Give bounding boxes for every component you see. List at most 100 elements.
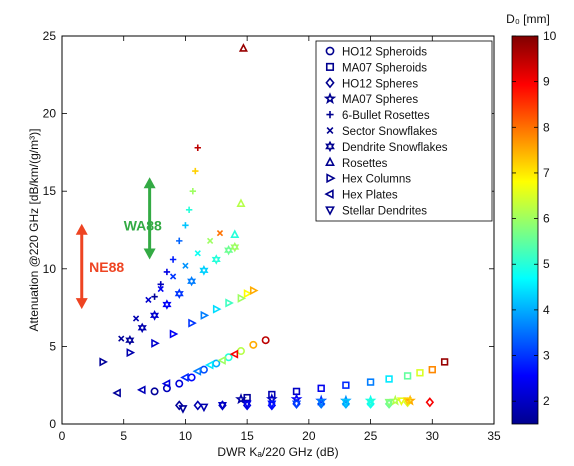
legend-marker <box>326 111 334 119</box>
legend: HO12 Spheroids MA07 Spheroids HO12 Spheres… <box>315 40 493 222</box>
data-point <box>242 400 252 410</box>
data-point <box>174 288 184 299</box>
data-point <box>163 268 171 276</box>
legend-label: Sector Snowflakes <box>342 126 437 138</box>
colorbar-tick-label: 2 <box>543 394 550 408</box>
data-point <box>169 256 177 263</box>
y-tick-label: 0 <box>49 417 56 431</box>
colorbar-tick-label: 9 <box>543 75 550 89</box>
data-point <box>199 403 209 413</box>
data-point <box>237 293 247 303</box>
data-point <box>366 398 376 408</box>
data-point <box>225 298 234 308</box>
data-point <box>178 405 188 414</box>
colorbar-tick-label: 5 <box>543 257 550 271</box>
data-point <box>403 372 412 380</box>
data-point <box>236 198 246 207</box>
data-point <box>192 167 199 175</box>
data-point <box>151 293 158 300</box>
data-point <box>180 372 189 382</box>
data-point <box>404 394 416 406</box>
data-point <box>169 329 179 339</box>
colorbar-tick-label: 7 <box>543 166 550 180</box>
data-point <box>428 365 436 374</box>
data-point <box>341 398 351 408</box>
legend-label: Rosettes <box>342 158 388 170</box>
data-point <box>149 310 160 321</box>
x-tick-label: 0 <box>59 429 66 443</box>
series-9 <box>112 349 239 398</box>
data-point <box>342 381 350 389</box>
x-tick-label: 5 <box>120 429 127 443</box>
data-point <box>187 275 197 287</box>
legend-box <box>315 40 493 222</box>
legend-label: HO12 Spheres <box>342 78 418 90</box>
data-point <box>229 349 239 359</box>
data-point <box>230 229 240 239</box>
data-point <box>316 398 326 408</box>
y-axis: 0 5 10 15 20 25 <box>43 29 494 431</box>
x-tick-label: 20 <box>302 429 316 443</box>
data-point <box>157 281 164 288</box>
colorbar-gradient <box>511 35 539 425</box>
data-point <box>235 392 247 405</box>
colorbar-tick-label: 10 <box>543 29 557 43</box>
annotation-arrowhead <box>143 248 156 260</box>
legend-marker <box>325 206 335 216</box>
data-point <box>125 334 135 346</box>
legend-label: Hex Columns <box>342 174 411 186</box>
data-point <box>217 402 227 411</box>
data-point <box>118 335 125 342</box>
data-point <box>212 304 222 314</box>
data-point <box>216 229 224 237</box>
colorbar-tick-label: 3 <box>543 349 550 363</box>
data-point <box>182 222 189 229</box>
data-point <box>151 338 160 348</box>
y-tick-label: 20 <box>43 107 57 121</box>
data-point <box>230 241 240 253</box>
data-point <box>384 398 394 408</box>
data-point <box>317 384 325 392</box>
legend-label: Dendrite Snowflakes <box>342 142 448 154</box>
colorbar-tick-label: 8 <box>543 120 550 134</box>
x-tick-label: 35 <box>487 429 501 443</box>
data-point <box>291 400 302 410</box>
legend-label: Hex Plates <box>342 190 398 202</box>
data-points <box>99 43 449 414</box>
data-point <box>112 388 121 398</box>
x-tick-label: 25 <box>364 429 378 443</box>
data-point <box>194 250 201 257</box>
data-point <box>261 336 270 345</box>
series-5 <box>118 229 224 342</box>
data-point <box>176 237 183 245</box>
y-tick-label: 25 <box>43 29 57 43</box>
legend-label: MA07 Spheroids <box>342 62 427 74</box>
data-point <box>150 387 159 396</box>
y-axis-label: Attenuation @220 GHz [dB/km/(g/m³)] <box>27 129 41 332</box>
data-point <box>267 400 277 410</box>
annotation-label: NE88 <box>89 259 124 275</box>
data-point <box>145 296 152 303</box>
data-point <box>199 265 209 276</box>
data-point <box>200 310 210 320</box>
series-4 <box>151 144 201 300</box>
legend-marker <box>325 62 335 71</box>
data-point <box>188 318 197 328</box>
data-point <box>137 322 147 334</box>
data-point <box>249 340 258 349</box>
legend-label: HO12 Spheroids <box>342 47 427 59</box>
data-point <box>132 315 140 322</box>
colorbar-tick-label: 4 <box>543 303 550 317</box>
annotation-arrowhead <box>75 298 88 310</box>
y-tick-label: 10 <box>43 262 57 276</box>
data-point <box>217 355 226 365</box>
data-point <box>440 358 449 366</box>
data-point <box>403 397 413 406</box>
annotations: WA88 NE88 <box>75 177 162 310</box>
annotation-label: WA88 <box>124 217 162 233</box>
legend-marker <box>325 46 335 56</box>
data-point <box>385 375 393 383</box>
data-point <box>425 397 435 408</box>
data-point <box>243 289 253 299</box>
